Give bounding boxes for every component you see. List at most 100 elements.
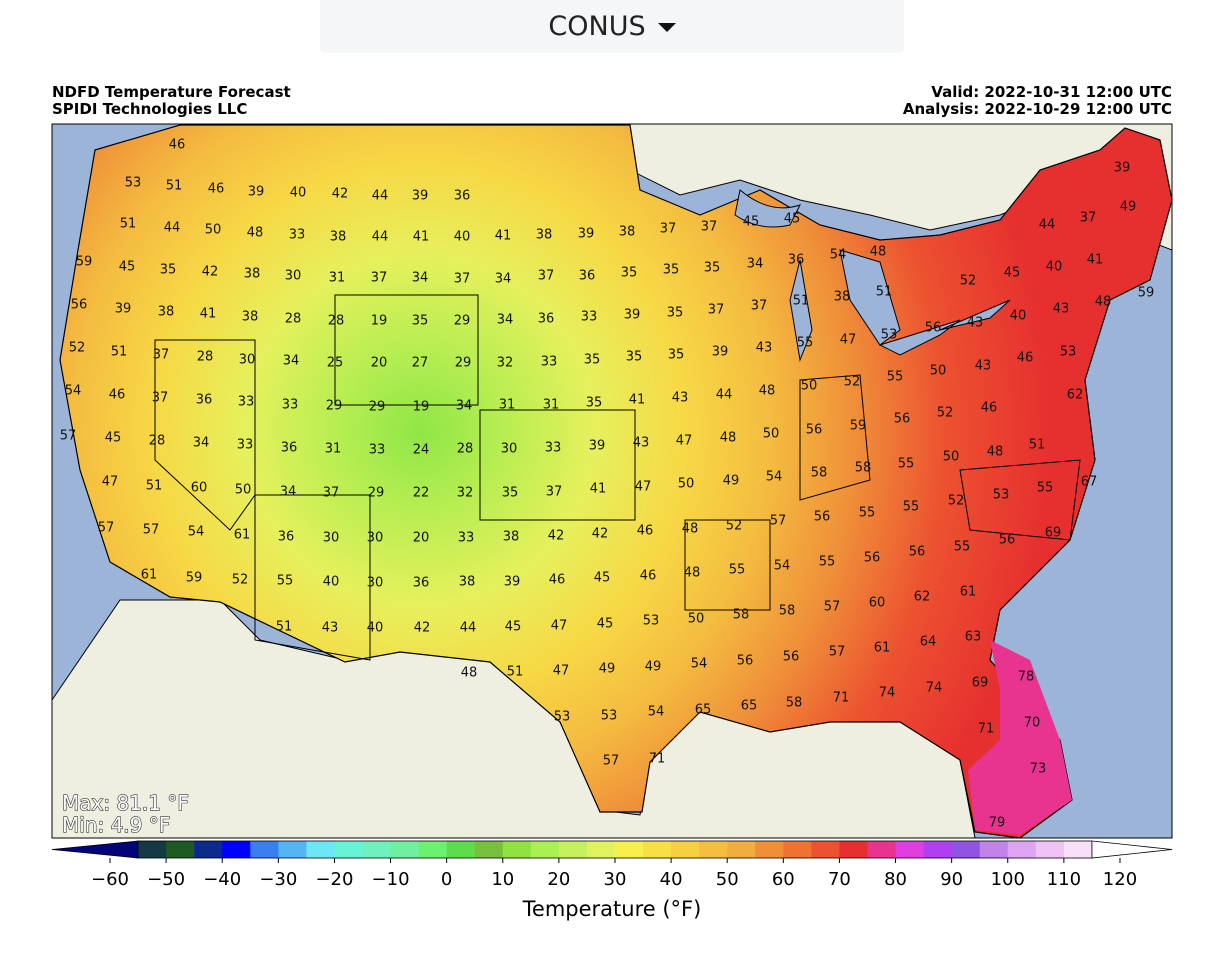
temperature-label: 55 [797,336,814,351]
temperature-label: 33 [237,438,254,453]
temperature-label: 60 [191,481,208,496]
temperature-label: 69 [1045,526,1062,541]
temperature-label: 40 [290,186,307,201]
temperature-label: 45 [119,260,136,275]
temperature-label: 51 [1029,438,1046,453]
temperature-label: 48 [759,384,776,399]
colorbar-tick-label: 10 [491,869,514,890]
temperature-label: 54 [648,705,665,720]
temperature-label: 57 [60,429,77,444]
temperature-label: 46 [169,138,186,153]
temperature-label: 35 [626,350,643,365]
colorbar-tick-label: −10 [372,869,410,890]
temperature-label: 58 [733,608,750,623]
colorbar-bin [699,841,728,858]
temperature-label: 28 [457,442,474,457]
temperature-label: 65 [695,703,712,718]
temperature-label: 34 [283,354,300,369]
temperature-label: 53 [601,709,618,724]
temperature-label: 28 [285,312,302,327]
temperature-label: 48 [870,245,887,260]
temperature-label: 19 [413,400,430,415]
temperature-label: 37 [1080,211,1097,226]
colorbar-bin [614,841,644,858]
temperature-label: 59 [186,571,203,586]
colorbar-bin [783,841,812,858]
colorbar-bin [474,841,504,858]
colorbar-tick-label: 50 [716,869,739,890]
temperature-label: 53 [125,176,142,191]
colorbar-bin [306,841,335,858]
temperature-label: 67 [1081,475,1098,490]
temperature-label: 78 [1018,670,1035,685]
temperature-label: 50 [688,612,705,627]
temperature-label: 56 [864,551,881,566]
temperature-label: 39 [578,227,595,242]
region-dropdown[interactable]: CONUS [320,0,904,53]
temperature-label: 61 [874,641,891,656]
colorbar-tick-label: 70 [828,869,851,890]
temperature-label: 56 [806,423,823,438]
temperature-label: 46 [549,573,566,588]
temperature-label: 46 [208,182,225,197]
florida-warm-area [968,640,1072,835]
temperature-label: 30 [239,353,256,368]
temperature-label: 34 [747,257,764,272]
colorbar-over [1091,840,1173,859]
colorbar-tick-label: 90 [940,869,963,890]
temperature-label: 41 [590,482,607,497]
temperature-label: 40 [367,621,384,636]
temperature-label: 59 [76,255,93,270]
temperature-label: 62 [1067,388,1084,403]
map-area: 46 53 51 46 39 40 42 44 39 36 51 44 50 48 33 38 44 41 40 41… [52,124,1172,838]
temperature-label: 41 [1087,253,1104,268]
temperature-label: 57 [143,523,160,538]
temperature-label: 35 [502,486,519,501]
temperature-label: 46 [640,569,657,584]
temperature-label: 35 [704,261,721,276]
colorbar-bin [166,841,195,858]
temperature-label: 40 [323,575,340,590]
temperature-label: 49 [599,662,616,677]
temperature-label: 47 [840,333,857,348]
temperature-label: 34 [193,436,210,451]
temperature-label: 32 [497,356,514,371]
colorbar-label: Temperature (°F) [522,897,702,921]
temperature-label: 45 [105,431,122,446]
temperature-label: 30 [367,531,384,546]
temperature-label: 51 [507,665,524,680]
min-temperature: Min: 4.9 °F [62,813,170,837]
temperature-label: 74 [879,686,896,701]
temperature-label: 39 [1114,161,1131,176]
temperature-label: 33 [541,355,558,370]
temperature-label: 48 [247,226,264,241]
temperature-label: 57 [770,514,787,529]
temperature-label: 42 [202,265,219,280]
temperature-label: 38 [834,290,851,305]
temperature-label: 36 [196,393,213,408]
temperature-label: 44 [1039,218,1056,233]
temperature-label: 50 [801,379,818,394]
temperature-labels: 46 53 51 46 39 40 42 44 39 36 51 44 50 48 33 38 44 41 40 41… [60,138,1155,831]
temperature-label: 55 [819,555,836,570]
temperature-label: 35 [412,314,429,329]
colorbar-bin [755,841,784,858]
temperature-label: 37 [371,271,388,286]
temperature-label: 38 [244,267,261,282]
temperature-label: 47 [551,619,568,634]
temperature-label: 44 [372,189,389,204]
temperature-label: 51 [120,217,137,232]
temperature-label: 48 [987,445,1004,460]
temperature-label: 37 [701,220,718,235]
temperature-label: 55 [903,500,920,515]
temperature-label: 41 [629,393,646,408]
temperature-label: 33 [458,531,475,546]
temperature-label: 73 [1030,762,1047,777]
temperature-label: 33 [545,441,562,456]
temperature-label: 45 [505,620,522,635]
colorbar-tick-label: 40 [660,869,683,890]
temperature-label: 31 [543,398,560,413]
temperature-label: 46 [981,401,998,416]
temperature-label: 61 [234,528,251,543]
